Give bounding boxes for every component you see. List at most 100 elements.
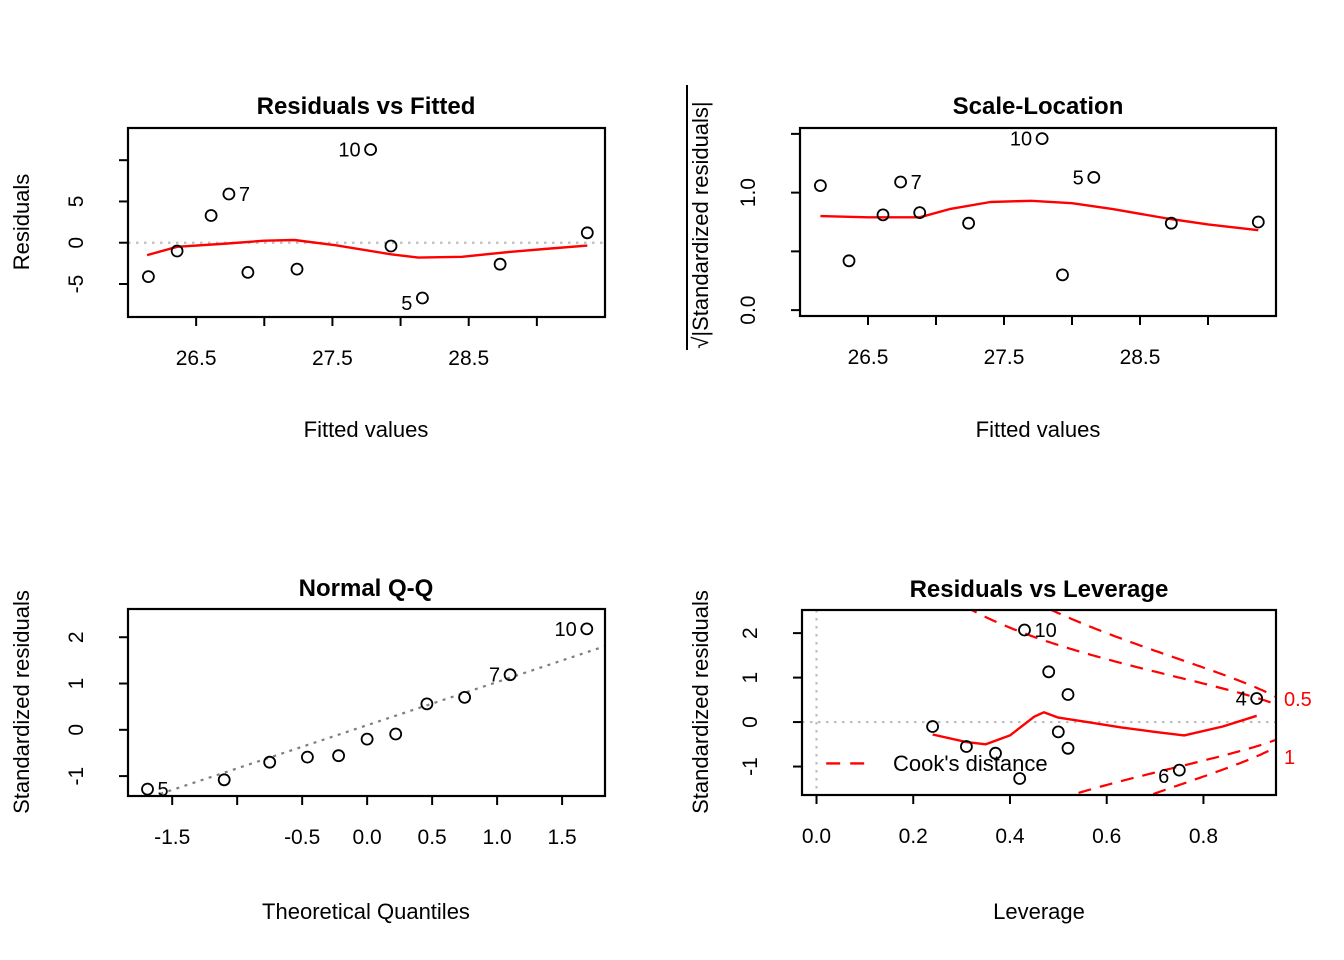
plot-box: [126, 607, 607, 798]
cook-contour-label-1: 1: [1284, 747, 1295, 769]
data-point: [263, 755, 277, 769]
series-lines: [820, 199, 1259, 232]
x-tick-label: 0.4: [995, 825, 1025, 848]
data-point: [364, 143, 378, 156]
data-point: [360, 732, 374, 746]
x-axis-label: Fitted values: [976, 417, 1101, 442]
data-point: [389, 727, 403, 741]
y-tick-label: 0.0: [737, 296, 760, 325]
y-axis-label: √|Standardized residuals|: [688, 101, 713, 348]
x-tick-label: 26.5: [848, 346, 889, 369]
data-point: [170, 244, 184, 258]
data-point: [384, 239, 398, 253]
panel-normal-qq: Normal Q-Q Theoretical Quantiles Standar…: [9, 575, 607, 924]
x-tick-label: 1.5: [548, 826, 577, 849]
smoother-line: [146, 238, 588, 259]
x-tick-label: 0.0: [353, 826, 382, 849]
data-point: [1056, 268, 1069, 282]
data-point: [1042, 665, 1056, 679]
data-point: [493, 257, 507, 271]
x-tick-label: 28.5: [1120, 346, 1161, 369]
data-point: [1018, 623, 1031, 637]
cook-distance-contour: [1147, 746, 1276, 795]
x-tick-label: -0.5: [284, 826, 320, 849]
point-label-10: 10: [1010, 129, 1032, 151]
plot-content: 10 6 4 0.0 0.2 0.4 0.6 0.8 -1 0 1 2: [739, 610, 1276, 848]
panel-scale-location: Scale-Location Fitted values √|Standardi…: [686, 85, 1278, 442]
data-point: [989, 746, 1002, 760]
data-point: [580, 226, 594, 240]
data-point: [141, 782, 154, 796]
panel-title: Scale-Location: [953, 93, 1124, 120]
y-tick-label: 0: [739, 716, 762, 728]
panel-title: Residuals vs Fitted: [257, 93, 476, 120]
series-lines: [128, 238, 605, 259]
plot-box: [800, 608, 1278, 797]
data-point: [458, 691, 472, 704]
x-axis-label: Fitted values: [304, 417, 429, 442]
qq-reference-line: [150, 645, 605, 796]
x-tick-label: 26.5: [176, 347, 217, 370]
data-point: [926, 720, 939, 733]
cooks-distance-legend-label: Cook's distance: [893, 751, 1048, 776]
data-point: [217, 773, 231, 787]
point-label-5: 5: [401, 293, 412, 315]
y-tick-label: 0: [65, 724, 88, 736]
cook-contour-label-05: 0.5: [1284, 689, 1312, 711]
data-point: [1164, 216, 1178, 230]
data-point: [204, 209, 218, 222]
point-label-5: 5: [158, 779, 169, 801]
x-tick-label: 0.6: [1092, 825, 1121, 848]
plot-box: [798, 126, 1278, 318]
cook-distance-contour: [969, 610, 1276, 706]
data-point: [1035, 132, 1049, 146]
x-axis-label: Theoretical Quantiles: [262, 899, 470, 924]
data-point: [960, 740, 973, 753]
y-tick-label: 2: [739, 627, 762, 639]
data-point: [876, 208, 890, 222]
data-point: [894, 175, 907, 189]
panel-title: Residuals vs Leverage: [910, 576, 1169, 603]
x-tick-label: 0.8: [1189, 825, 1218, 848]
point-label-6: 6: [1158, 766, 1169, 788]
data-point: [814, 179, 827, 193]
point-label-5: 5: [1073, 167, 1084, 189]
data-point: [503, 668, 517, 682]
panel-title: Normal Q-Q: [299, 575, 434, 602]
point-label-10: 10: [338, 140, 360, 162]
data-point: [222, 187, 236, 201]
y-tick-label: -1: [65, 767, 88, 786]
x-tick-label: -1.5: [154, 826, 190, 849]
point-label-4: 4: [1236, 689, 1247, 711]
x-tick-label: 0.0: [802, 825, 831, 848]
y-axis-label: Residuals: [9, 174, 34, 271]
plot-content: 7 10 5 26.5 27.5 28.5 0.0 1.0: [737, 129, 1265, 369]
data-point: [1061, 741, 1075, 755]
x-tick-label: 0.5: [418, 826, 447, 849]
data-point: [1250, 692, 1264, 705]
plot-box: [126, 126, 607, 319]
point-label-10: 10: [1035, 620, 1057, 642]
data-point: [1061, 688, 1075, 701]
data-point: [1013, 772, 1027, 785]
point-label-7: 7: [239, 184, 250, 206]
data-point: [141, 270, 155, 284]
y-axis-label: Standardized residuals: [9, 590, 34, 814]
x-tick-label: 27.5: [312, 347, 353, 370]
data-point: [580, 622, 594, 636]
data-point: [241, 265, 255, 279]
y-tick-label: 5: [65, 196, 88, 208]
data-point: [1251, 215, 1265, 229]
smoother-line: [932, 711, 1258, 746]
data-point: [420, 697, 434, 711]
y-tick-label: 0: [65, 237, 88, 249]
data-point: [415, 291, 429, 305]
data-point: [1051, 725, 1065, 739]
series-lines: [802, 610, 1276, 795]
point-label-7: 7: [489, 665, 500, 687]
point-label-7: 7: [911, 172, 922, 194]
point-label-10: 10: [555, 619, 577, 641]
data-point: [842, 254, 856, 268]
